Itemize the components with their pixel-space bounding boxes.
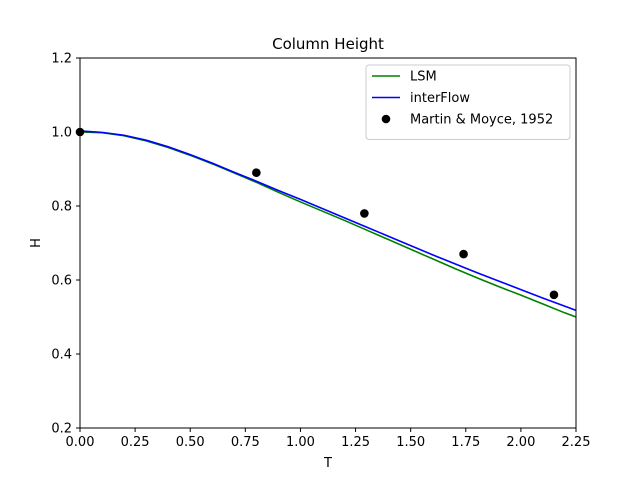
data-point-martin-moyce-1952 — [459, 249, 468, 259]
series-line-interflow — [80, 130, 576, 312]
y-tick-label: 0.6 — [51, 274, 72, 289]
y-axis: 0.2 0.4 0.6 0.8 1.0 1.2 — [51, 52, 80, 437]
data-point-martin-moyce-1952 — [252, 168, 261, 177]
y-tick-label: 0.8 — [51, 200, 72, 215]
legend-box — [365, 64, 571, 140]
x-tick-label: 0.50 — [176, 435, 205, 450]
x-tick-label: 1.25 — [341, 435, 370, 450]
legend-label: interFlow — [410, 91, 470, 106]
x-tick-label: 0.00 — [66, 435, 95, 450]
legend-swatch-marker — [381, 114, 391, 124]
y-tick-label: 1.0 — [51, 126, 72, 141]
y-tick-label: 0.2 — [51, 422, 72, 437]
x-tick-label: 0.75 — [231, 435, 260, 450]
x-tick-label: 2.00 — [506, 435, 535, 450]
chart-title: Column Height — [272, 35, 384, 53]
y-axis-label: H — [29, 238, 44, 248]
data-point-martin-moyce-1952 — [360, 209, 369, 218]
series-layer — [75, 127, 576, 318]
legend: LSM interFlow Martin & Moyce, 1952 — [365, 64, 571, 140]
legend-label: Martin & Moyce, 1952 — [410, 113, 553, 128]
y-tick-label: 1.2 — [51, 52, 72, 67]
x-tick-label: 1.50 — [396, 435, 425, 450]
legend-label: LSM — [410, 70, 437, 85]
x-tick-label: 2.25 — [562, 435, 591, 450]
x-tick-label: 0.25 — [121, 435, 150, 450]
x-axis: 0.00 0.25 0.50 0.75 1.00 1.25 1.50 1.75 2.00 2.25 — [66, 428, 591, 450]
y-tick-label: 0.4 — [51, 348, 72, 363]
x-tick-label: 1.00 — [286, 435, 315, 450]
plot-frame — [79, 57, 577, 429]
x-axis-label: T — [323, 456, 332, 471]
x-tick-label: 1.75 — [451, 435, 480, 450]
data-point-martin-moyce-1952 — [549, 290, 559, 300]
